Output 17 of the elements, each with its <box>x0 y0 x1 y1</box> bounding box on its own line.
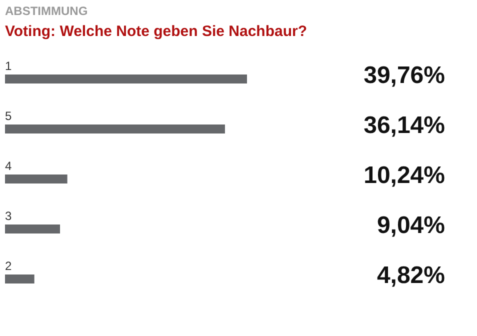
chart-subtitle: Voting: Welche Note geben Sie Nachbaur? <box>5 23 307 40</box>
y-tick-label: 2 <box>5 259 12 273</box>
y-tick-label: 3 <box>5 209 12 223</box>
y-tick-label: 1 <box>5 59 12 73</box>
y-tick-label: 5 <box>5 109 12 123</box>
data-label: 36,14% <box>364 112 445 139</box>
data-label: 4,82% <box>376 262 445 289</box>
chart-title: ABSTIMMUNG <box>5 4 88 18</box>
bar <box>5 174 68 184</box>
bar <box>5 224 60 234</box>
data-label: 10,24% <box>364 162 445 189</box>
bar <box>5 124 225 134</box>
bar <box>5 74 247 84</box>
data-label: 39,76% <box>364 62 445 89</box>
bar <box>5 274 34 284</box>
y-tick-label: 4 <box>5 159 12 173</box>
data-label: 9,04% <box>376 212 445 239</box>
